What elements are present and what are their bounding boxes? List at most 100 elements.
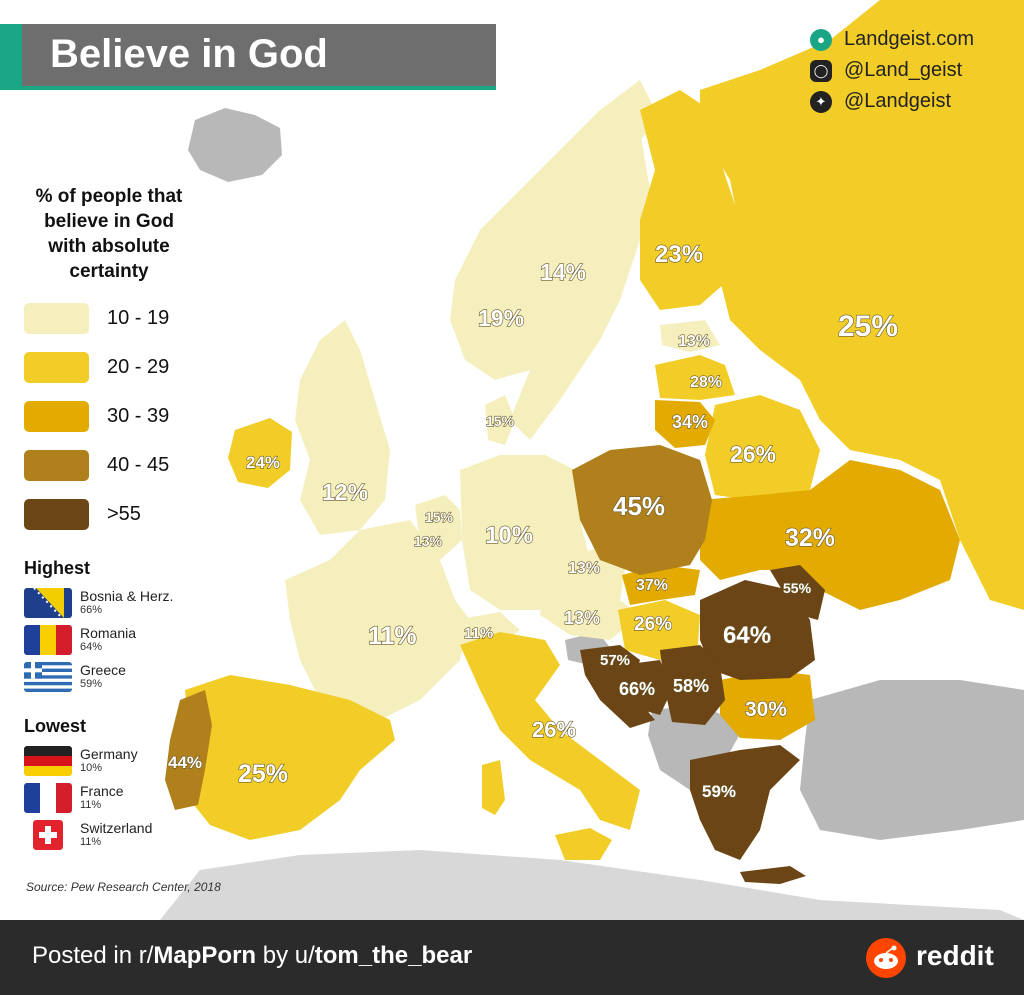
legend-title-line: believe in God [44, 211, 174, 232]
label-netherlands: 15% [425, 509, 454, 525]
italy-shape [460, 632, 640, 830]
label-greece: 59% [702, 782, 736, 801]
rank-value: 11% [80, 836, 102, 848]
romania-shape [700, 580, 815, 680]
label-belarus: 26% [730, 441, 776, 467]
lowest-heading: Lowest [24, 716, 87, 736]
ukraine-shape [700, 460, 960, 610]
twitter-icon: ✦ [810, 90, 832, 113]
europe-map: 25% 23% 14% 19% 13% 28% 34% 26% 15% 24% … [160, 0, 1024, 920]
title-bar: Believe in God [0, 24, 496, 90]
legend-swatch [24, 303, 89, 334]
highest-heading: Highest [24, 558, 91, 578]
rank-country: Greece [80, 662, 126, 678]
legend-item: 40 - 45 [24, 441, 169, 490]
rank-value: 66% [80, 604, 103, 616]
denmark-shape [485, 395, 515, 445]
label-ireland: 24% [246, 453, 280, 472]
brand-instagram[interactable]: @Land_geist [844, 59, 963, 81]
norway-shape [450, 80, 660, 380]
label-poland: 45% [613, 491, 665, 521]
globe-icon: ● [810, 28, 832, 51]
subreddit-link[interactable]: MapPorn [153, 942, 257, 969]
rank-value: 59% [80, 678, 103, 690]
france-flag-icon [24, 783, 72, 813]
sicily-shape [555, 828, 612, 860]
germany-flag-icon [24, 746, 72, 776]
label-spain: 25% [238, 760, 288, 788]
brand-twitter[interactable]: @Landgeist [844, 90, 952, 112]
legend-swatch [24, 352, 89, 383]
benelux-shape [415, 495, 462, 560]
label-serbia: 58% [673, 676, 709, 696]
legend-title-line: % of people that [35, 186, 183, 207]
label-russia: 25% [838, 310, 898, 343]
moldova-shape [770, 565, 825, 620]
brand-block: ● Landgeist.com ◯ @Land_geist ✦ @Landgei… [810, 24, 974, 117]
rank-country: Romania [80, 625, 137, 641]
legend-title-line: certainty [69, 261, 149, 282]
list-item: France 11% [24, 783, 152, 820]
instagram-icon: ◯ [810, 59, 832, 82]
legend-item: 30 - 39 [24, 392, 169, 441]
greece-flag-icon [24, 662, 72, 692]
bosnia-shape [622, 660, 672, 715]
brand-website[interactable]: Landgeist.com [844, 28, 975, 50]
reddit-logo-icon[interactable] [866, 938, 906, 978]
label-bosnia: 66% [619, 679, 655, 699]
bosnia-flag-icon [24, 588, 72, 618]
sweden-shape [510, 130, 650, 440]
estonia-shape [660, 320, 720, 352]
latvia-shape [655, 355, 735, 400]
rank-country: France [80, 783, 124, 799]
label-switzerland: 11% [464, 625, 493, 642]
reddit-footer: Posted in r/MapPorn by u/tom_the_bear re… [0, 920, 1024, 995]
crete-shape [740, 866, 806, 884]
rank-value: 10% [80, 762, 103, 774]
legend-item: 10 - 19 [24, 294, 169, 343]
legend-label: 10 - 19 [107, 307, 170, 329]
reddit-wordmark[interactable]: reddit [916, 940, 994, 971]
rank-value: 11% [80, 799, 102, 811]
poland-shape [572, 445, 712, 575]
list-item: Germany 10% [24, 746, 152, 783]
serbia-shape [660, 645, 725, 725]
user-link[interactable]: tom_the_bear [314, 942, 473, 969]
finland-shape [640, 90, 740, 310]
list-item: Greece 59% [24, 662, 173, 699]
legend-item: >55 [24, 490, 169, 539]
label-italy: 26% [532, 717, 576, 742]
label-romania: 64% [723, 622, 771, 649]
lithuania-shape [655, 400, 715, 448]
label-ukraine: 32% [785, 524, 835, 552]
label-latvia: 28% [690, 374, 722, 391]
brand-twitter-row[interactable]: ✦ @Landgeist [810, 86, 974, 117]
label-austria: 13% [564, 608, 600, 628]
rank-country: Bosnia & Herz. [80, 588, 174, 604]
highest-list: Bosnia & Herz. 66% Romania 64% Greece 59… [24, 588, 173, 699]
ireland-shape [228, 418, 292, 488]
switzerland-flag-icon [33, 820, 63, 850]
greece-shape [690, 745, 800, 860]
balkan-grey-shape [648, 705, 745, 790]
legend-label: 20 - 29 [107, 356, 170, 378]
label-croatia: 57% [600, 652, 630, 669]
brand-instagram-row[interactable]: ◯ @Land_geist [810, 55, 974, 86]
label-hungary: 26% [634, 614, 672, 635]
label-estonia: 13% [678, 333, 710, 350]
label-denmark: 15% [486, 413, 515, 429]
list-item: Romania 64% [24, 625, 173, 662]
turkey-shape [800, 680, 1024, 840]
legend-item: 20 - 29 [24, 343, 169, 392]
map-stage: 25% 23% 14% 19% 13% 28% 34% 26% 15% 24% … [0, 0, 1024, 920]
map-title: Believe in God [50, 32, 328, 76]
list-item: Bosnia & Herz. 66% [24, 588, 173, 625]
label-sweden: 14% [540, 259, 586, 285]
brand-website-row[interactable]: ● Landgeist.com [810, 24, 974, 55]
legend-swatch [24, 450, 89, 481]
label-norway: 19% [478, 305, 524, 331]
legend: 10 - 19 20 - 29 30 - 39 40 - 45 >55 [24, 294, 169, 539]
list-item: Switzerland 11% [24, 820, 152, 857]
label-finland: 23% [655, 241, 703, 268]
by-text: by u/ [256, 942, 315, 969]
